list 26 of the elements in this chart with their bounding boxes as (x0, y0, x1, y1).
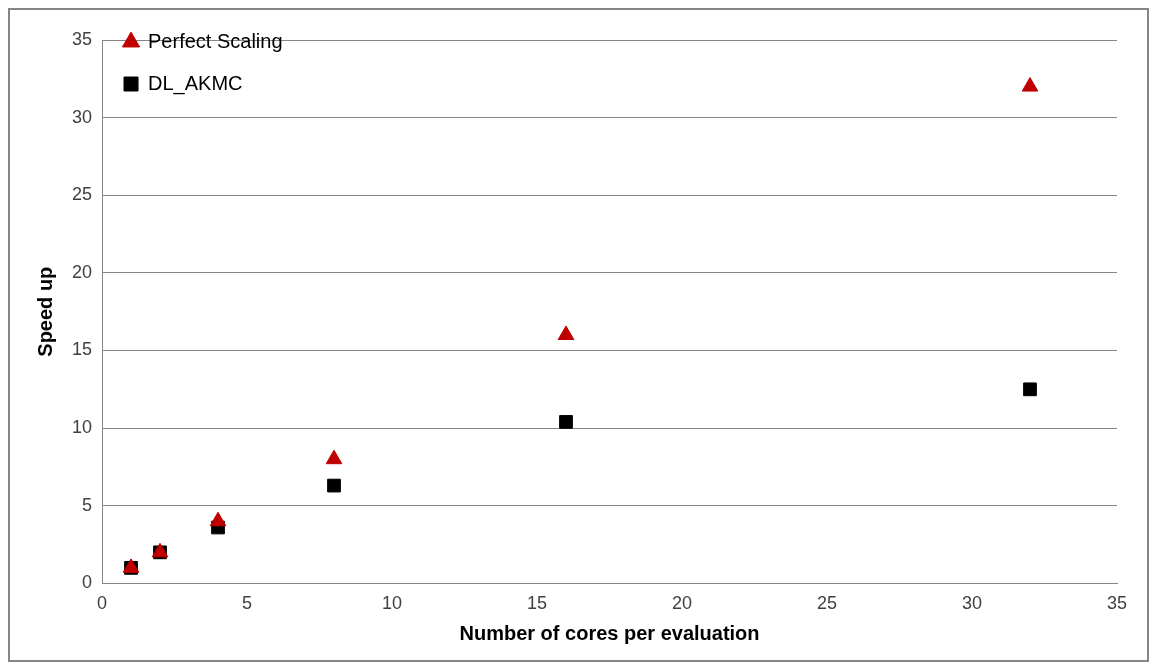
y-tick-label: 0 (82, 572, 93, 593)
y-tick-label: 30 (71, 106, 93, 127)
y-tick-label: 15 (71, 339, 93, 360)
x-tick-label: 0 (97, 593, 108, 614)
y-tick-label: 10 (71, 417, 93, 438)
legend-label: DL_AKMC (148, 71, 243, 95)
x-tick-label: 25 (816, 593, 838, 614)
x-tick-label: 35 (1106, 593, 1128, 614)
y-tick-label: 20 (71, 261, 93, 282)
x-tick-label: 30 (961, 593, 983, 614)
x-tick-label: 5 (242, 593, 253, 614)
point (1023, 382, 1037, 397)
y-tick-label: 35 (71, 28, 93, 49)
x-tick-label: 15 (527, 593, 548, 614)
y-axis-title: Speed up (33, 266, 56, 357)
y-tick-label: 5 (82, 494, 93, 515)
x-tick-label: 20 (671, 593, 693, 614)
legend-label: Perfect Scaling (148, 29, 283, 52)
y-tick-label: 25 (71, 184, 93, 205)
x-axis-title: Number of cores per evaluation (459, 621, 760, 644)
point (559, 415, 573, 429)
point (325, 449, 343, 465)
point (327, 478, 341, 493)
x-tick-label: 10 (382, 593, 403, 614)
point (557, 325, 575, 340)
point (1021, 77, 1039, 92)
